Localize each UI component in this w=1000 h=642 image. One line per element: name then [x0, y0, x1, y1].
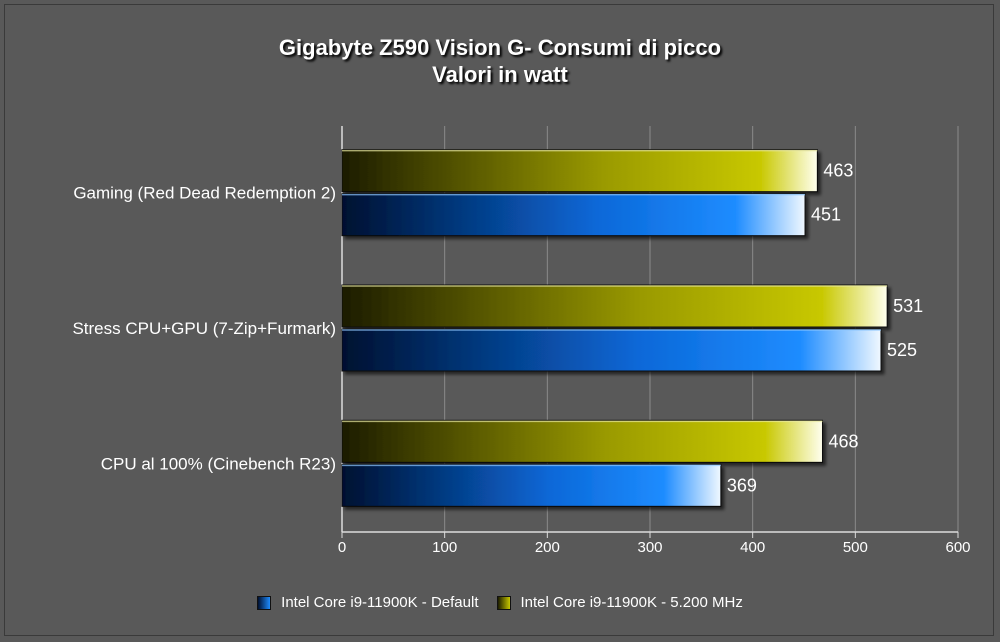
chart-title: Gigabyte Z590 Vision G- Consumi di picco	[278, 35, 722, 60]
bar	[341, 149, 818, 193]
data-label: 451	[811, 205, 841, 225]
chart-legend: Intel Core i9-11900K - Default Intel Cor…	[0, 594, 1000, 611]
x-tick-label: 600	[945, 539, 970, 556]
bar	[341, 193, 806, 237]
chart-frame	[4, 4, 994, 636]
data-label: 468	[828, 431, 858, 451]
bar	[341, 284, 888, 328]
legend-item-default: Intel Core i9-11900K - Default	[257, 594, 479, 611]
x-tick-label: 300	[637, 539, 662, 556]
bar	[341, 419, 823, 463]
legend-item-oc: Intel Core i9-11900K - 5.200 MHz	[496, 594, 743, 611]
data-label: 525	[887, 340, 917, 360]
x-tick-label: 400	[740, 539, 765, 556]
legend-label-oc: Intel Core i9-11900K - 5.200 MHz	[520, 594, 743, 611]
category-label: Stress CPU+GPU (7-Zip+Furmark)	[72, 319, 336, 338]
x-tick-label: 500	[843, 539, 868, 556]
category-label: CPU al 100% (Cinebench R23)	[101, 454, 336, 473]
x-tick-label: 200	[535, 539, 560, 556]
legend-swatch-oc	[496, 595, 511, 610]
bar	[341, 328, 882, 372]
category-label: Gaming (Red Dead Redemption 2)	[73, 184, 336, 203]
data-label: 463	[823, 161, 853, 181]
legend-swatch-default	[257, 595, 272, 610]
chart-subtitle: Valori in watt	[432, 62, 568, 87]
legend-label-default: Intel Core i9-11900K - Default	[281, 594, 479, 611]
x-tick-label: 0	[338, 539, 346, 556]
data-label: 369	[727, 475, 757, 495]
x-tick-label: 100	[432, 539, 457, 556]
data-label: 531	[893, 296, 923, 316]
bar	[341, 463, 722, 507]
